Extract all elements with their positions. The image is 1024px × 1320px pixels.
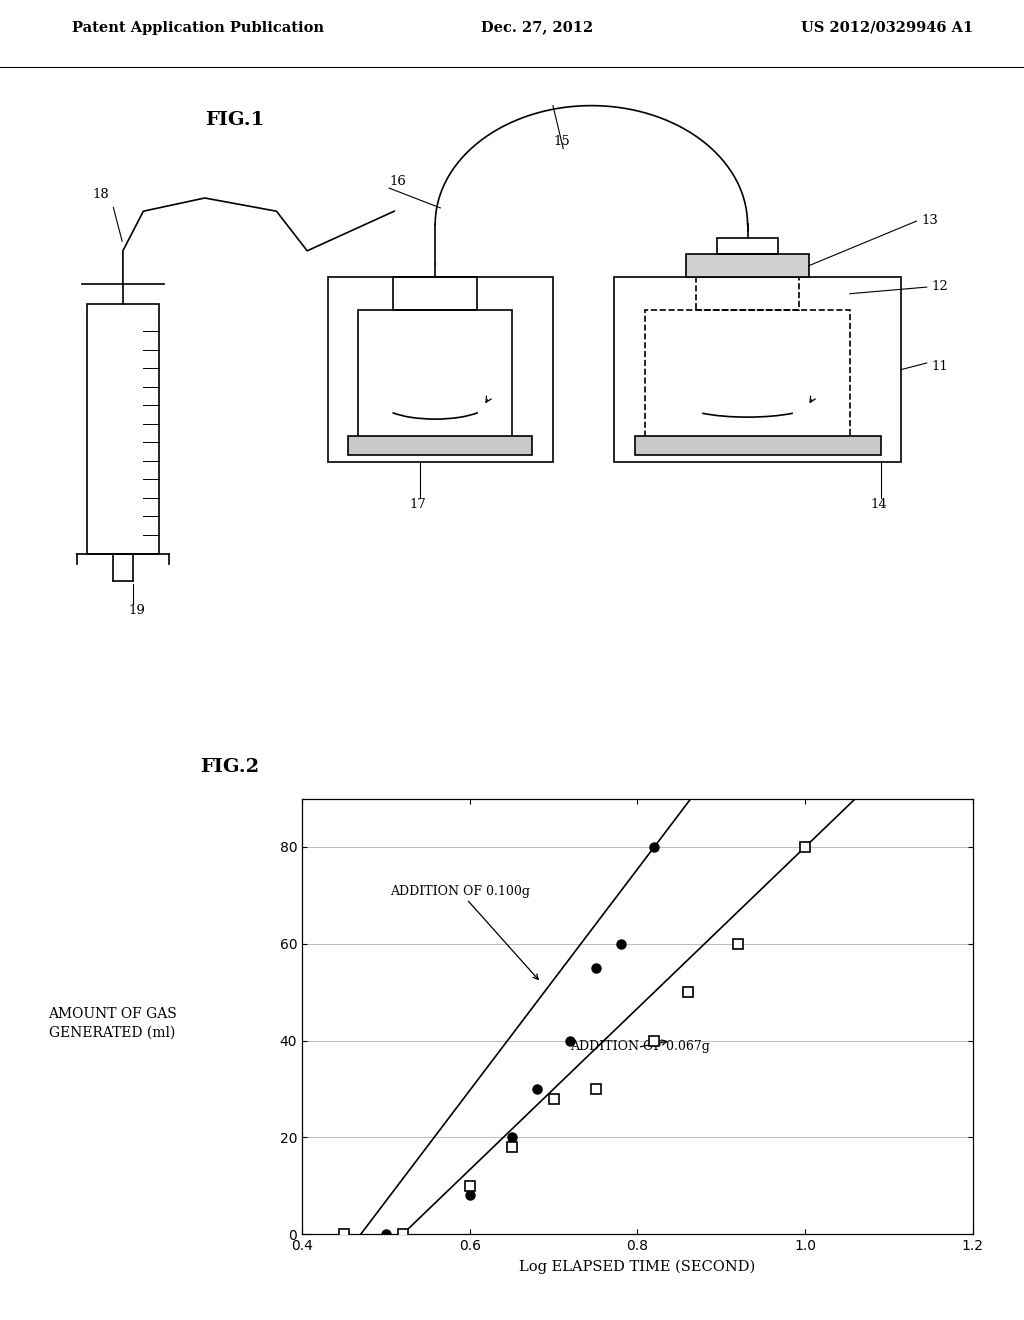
Bar <box>328 277 553 462</box>
Text: 16: 16 <box>389 174 406 187</box>
Text: 19: 19 <box>128 603 144 616</box>
Text: 14: 14 <box>870 498 887 511</box>
Text: Dec. 27, 2012: Dec. 27, 2012 <box>481 21 594 34</box>
Text: 18: 18 <box>92 187 109 201</box>
Bar <box>358 310 512 442</box>
Text: 12: 12 <box>932 280 948 293</box>
Text: 11: 11 <box>932 359 948 372</box>
Bar <box>614 277 901 462</box>
Text: 17: 17 <box>410 498 426 511</box>
X-axis label: Log ELAPSED TIME (SECOND): Log ELAPSED TIME (SECOND) <box>519 1261 756 1274</box>
Text: 15: 15 <box>553 135 569 148</box>
Text: FIG.2: FIG.2 <box>200 758 259 776</box>
Text: Patent Application Publication: Patent Application Publication <box>72 21 324 34</box>
Text: AMOUNT OF GAS
GENERATED (ml): AMOUNT OF GAS GENERATED (ml) <box>48 1007 177 1039</box>
Text: US 2012/0329946 A1: US 2012/0329946 A1 <box>801 21 973 34</box>
Bar <box>645 310 850 442</box>
Bar <box>348 436 532 455</box>
Bar <box>635 436 881 455</box>
Bar <box>686 255 809 277</box>
Text: ADDITION OF 0.067g: ADDITION OF 0.067g <box>570 1040 711 1053</box>
Bar <box>717 238 778 253</box>
Text: 13: 13 <box>922 214 938 227</box>
Bar <box>87 304 159 554</box>
Text: ADDITION OF 0.100g: ADDITION OF 0.100g <box>390 886 539 979</box>
Text: FIG.1: FIG.1 <box>205 111 264 129</box>
Bar <box>696 277 799 310</box>
Bar <box>393 277 477 310</box>
